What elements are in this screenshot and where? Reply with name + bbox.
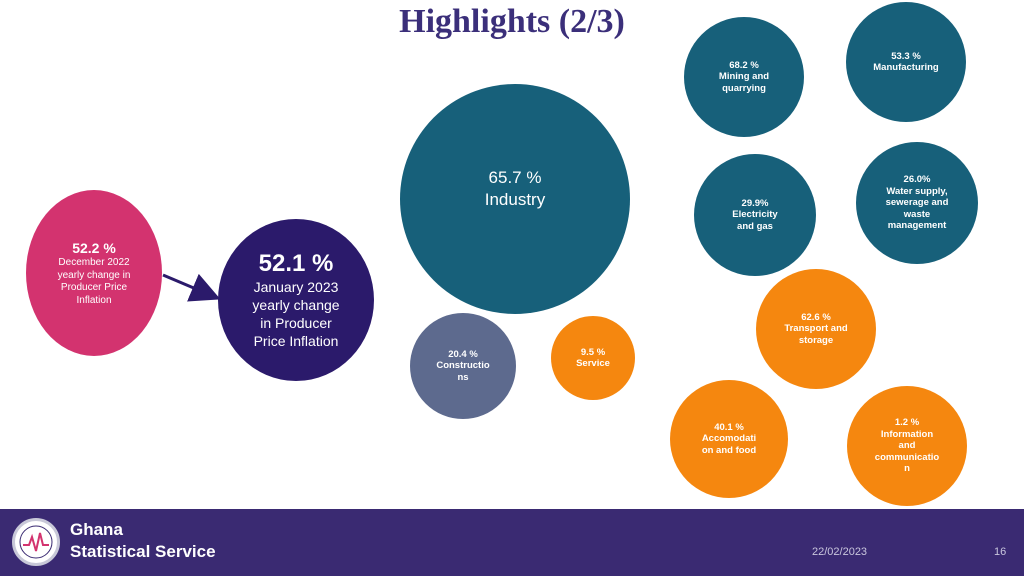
slide-number: 16 bbox=[994, 546, 1007, 558]
manufacturing-bubble: 53.3 % Manufacturing bbox=[846, 2, 966, 122]
accommodation-value: 40.1 % bbox=[714, 421, 744, 433]
ghana-statistical-service-logo-icon bbox=[12, 518, 60, 566]
manufacturing-label: Manufacturing bbox=[873, 62, 939, 73]
water-supply-bubble: 26.0% Water supply, sewerage and waste m… bbox=[856, 142, 978, 264]
service-bubble: 9.5 % Service bbox=[551, 316, 635, 400]
december-ppi-value: 52.2 % bbox=[72, 240, 116, 256]
page-title: Highlights (2/3) bbox=[399, 3, 625, 40]
industry-bubble: 65.7 % Industry bbox=[400, 84, 630, 314]
transport-label: Transport and storage bbox=[784, 323, 848, 346]
organization-name-line1: Ghana bbox=[70, 520, 123, 539]
mining-bubble: 68.2 % Mining and quarrying bbox=[684, 17, 804, 137]
industry-label: Industry bbox=[484, 190, 546, 209]
electricity-bubble: 29.9% Electricity and gas bbox=[694, 154, 816, 276]
service-value: 9.5 % bbox=[580, 346, 606, 358]
accommodation-label: Accomodati on and food bbox=[701, 433, 757, 456]
construction-bubble: 20.4 % Constructio ns bbox=[410, 313, 516, 419]
electricity-value: 29.9% bbox=[741, 197, 769, 209]
december-ppi-bubble: 52.2 % December 2022 yearly change in Pr… bbox=[26, 190, 162, 356]
manufacturing-value: 53.3 % bbox=[891, 50, 921, 62]
slide-date: 22/02/2023 bbox=[812, 546, 868, 558]
construction-value: 20.4 % bbox=[448, 348, 478, 360]
january-ppi-label: January 2023 yearly change in Producer P… bbox=[252, 279, 340, 349]
information-bubble: 1.2 % Information and communicatio n bbox=[847, 386, 967, 506]
mining-value: 68.2 % bbox=[729, 59, 759, 71]
january-ppi-bubble: 52.1 % January 2023 yearly change in Pro… bbox=[218, 219, 374, 381]
transport-bubble: 62.6 % Transport and storage bbox=[756, 269, 876, 389]
water-supply-value: 26.0% bbox=[903, 174, 931, 186]
transport-value: 62.6 % bbox=[801, 311, 831, 323]
industry-value: 65.7 % bbox=[488, 168, 542, 187]
accommodation-bubble: 40.1 % Accomodati on and food bbox=[670, 380, 788, 498]
information-value: 1.2 % bbox=[894, 417, 920, 429]
mining-label: Mining and quarrying bbox=[718, 71, 770, 94]
january-ppi-value: 52.1 % bbox=[258, 250, 334, 277]
december-ppi-label: December 2022 yearly change in Producer … bbox=[57, 257, 131, 306]
service-label: Service bbox=[576, 358, 610, 369]
organization-name: Ghana Statistical Service bbox=[70, 519, 216, 563]
electricity-label: Electricity and gas bbox=[732, 209, 778, 232]
water-supply-label: Water supply, sewerage and waste managem… bbox=[885, 185, 949, 232]
information-label: Information and communicatio n bbox=[874, 428, 940, 475]
construction-label: Constructio ns bbox=[436, 360, 490, 383]
organization-name-line2: Statistical Service bbox=[70, 542, 216, 561]
footer-bar: Ghana Statistical Service 22/02/2023 16 bbox=[0, 509, 1024, 576]
